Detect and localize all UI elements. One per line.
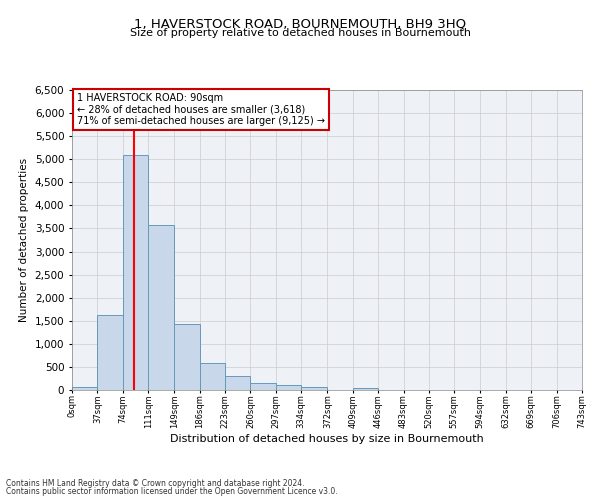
Bar xyxy=(72,387,97,390)
Bar xyxy=(123,154,148,390)
Bar xyxy=(148,225,173,390)
Bar xyxy=(250,383,276,390)
Text: Size of property relative to detached houses in Bournemouth: Size of property relative to detached ho… xyxy=(130,28,470,38)
Text: Contains public sector information licensed under the Open Government Licence v3: Contains public sector information licen… xyxy=(6,487,338,496)
Bar xyxy=(301,387,326,390)
Y-axis label: Number of detached properties: Number of detached properties xyxy=(19,158,29,322)
X-axis label: Distribution of detached houses by size in Bournemouth: Distribution of detached houses by size … xyxy=(170,434,484,444)
Bar xyxy=(353,388,378,390)
Bar xyxy=(174,324,200,390)
Bar xyxy=(276,386,301,390)
Bar xyxy=(225,376,250,390)
Text: 1 HAVERSTOCK ROAD: 90sqm
← 28% of detached houses are smaller (3,618)
71% of sem: 1 HAVERSTOCK ROAD: 90sqm ← 28% of detach… xyxy=(77,93,325,126)
Bar xyxy=(200,363,225,390)
Text: 1, HAVERSTOCK ROAD, BOURNEMOUTH, BH9 3HQ: 1, HAVERSTOCK ROAD, BOURNEMOUTH, BH9 3HQ xyxy=(134,18,466,30)
Bar xyxy=(97,315,123,390)
Text: Contains HM Land Registry data © Crown copyright and database right 2024.: Contains HM Land Registry data © Crown c… xyxy=(6,478,305,488)
